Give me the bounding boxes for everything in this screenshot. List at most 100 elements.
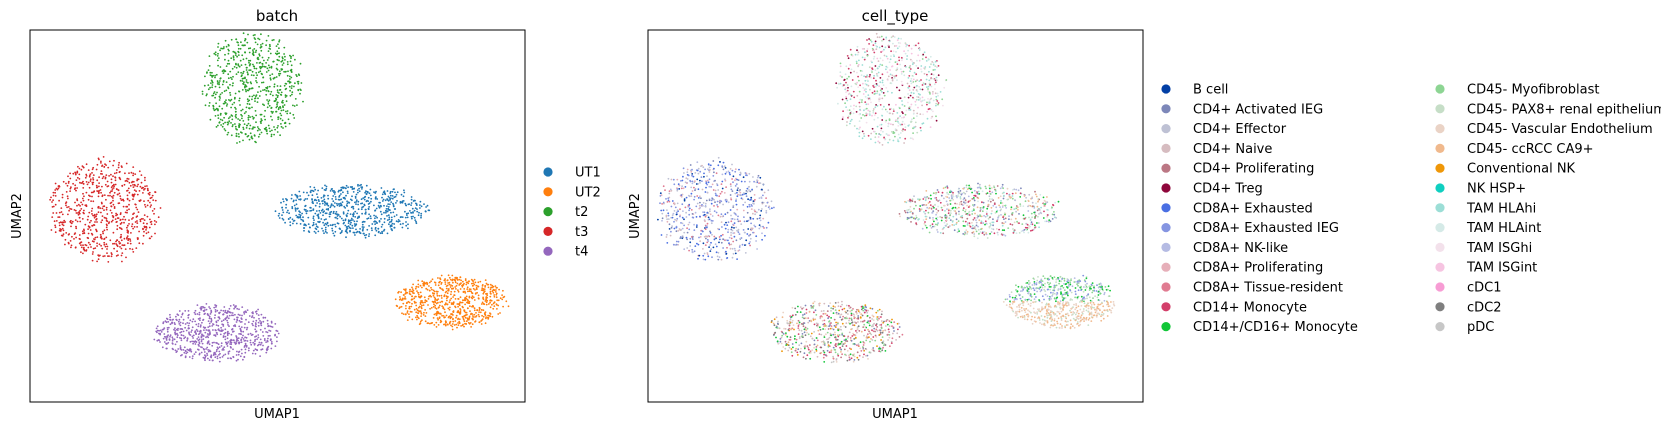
point xyxy=(83,232,86,235)
point xyxy=(415,308,418,310)
point xyxy=(303,223,306,226)
point xyxy=(357,200,360,203)
point xyxy=(88,221,91,224)
point xyxy=(898,56,900,59)
point xyxy=(410,212,413,214)
cluster-t3 xyxy=(49,156,162,263)
point xyxy=(462,290,465,293)
point xyxy=(709,208,711,211)
point xyxy=(332,232,335,235)
point xyxy=(207,320,210,322)
point xyxy=(709,210,711,213)
point xyxy=(408,305,411,308)
point xyxy=(719,201,721,204)
point xyxy=(219,66,222,68)
point xyxy=(237,54,240,56)
point xyxy=(258,62,261,64)
point xyxy=(891,112,894,115)
point xyxy=(881,59,884,62)
point xyxy=(186,339,189,342)
point xyxy=(885,36,888,39)
point xyxy=(955,213,958,216)
point xyxy=(106,220,109,223)
point xyxy=(334,202,336,204)
point xyxy=(486,316,489,319)
point xyxy=(454,281,457,284)
point xyxy=(932,69,935,71)
point xyxy=(210,74,213,77)
point xyxy=(388,223,390,226)
point xyxy=(213,317,216,319)
point xyxy=(667,197,670,200)
point xyxy=(481,314,483,317)
point xyxy=(895,103,897,106)
point xyxy=(222,349,225,351)
point xyxy=(901,120,904,123)
point xyxy=(364,211,367,214)
point xyxy=(241,115,244,117)
point xyxy=(81,197,84,200)
point xyxy=(903,74,906,77)
point xyxy=(117,189,120,191)
point xyxy=(873,51,876,54)
point xyxy=(936,100,939,102)
point xyxy=(487,283,490,286)
point xyxy=(260,324,263,327)
point xyxy=(446,299,448,302)
point xyxy=(67,197,69,200)
point xyxy=(732,175,735,178)
point xyxy=(381,223,384,226)
point xyxy=(153,220,156,222)
point xyxy=(294,98,297,100)
point xyxy=(842,116,844,118)
point xyxy=(61,193,64,196)
point xyxy=(199,324,202,327)
point xyxy=(291,207,294,210)
point xyxy=(419,301,422,304)
point xyxy=(847,86,849,89)
point xyxy=(759,216,762,219)
point xyxy=(410,202,413,204)
point xyxy=(689,245,692,247)
point xyxy=(74,209,77,212)
point xyxy=(856,49,858,52)
point xyxy=(259,343,262,346)
point xyxy=(101,202,103,205)
point xyxy=(97,195,100,198)
point xyxy=(894,135,896,138)
point xyxy=(270,106,273,109)
point xyxy=(755,181,758,184)
point xyxy=(485,301,488,304)
point xyxy=(252,65,255,68)
point xyxy=(180,349,183,351)
point xyxy=(844,87,847,90)
point xyxy=(875,83,878,85)
point xyxy=(423,203,425,206)
point xyxy=(305,212,308,215)
point xyxy=(289,60,292,63)
point xyxy=(694,211,697,214)
point xyxy=(255,325,257,328)
point xyxy=(735,239,738,242)
point xyxy=(169,335,171,338)
point xyxy=(906,44,908,46)
point xyxy=(128,191,131,194)
point xyxy=(188,331,190,334)
point xyxy=(391,197,394,200)
point xyxy=(447,307,450,310)
point xyxy=(484,284,487,287)
point xyxy=(78,178,81,180)
point xyxy=(747,228,750,230)
point xyxy=(755,185,758,188)
point xyxy=(242,330,245,333)
point xyxy=(915,73,918,76)
point xyxy=(217,324,220,327)
point xyxy=(732,204,735,207)
point xyxy=(333,234,336,237)
point xyxy=(278,92,280,94)
point xyxy=(237,47,240,50)
point xyxy=(707,168,709,171)
point xyxy=(860,74,863,76)
point xyxy=(687,204,690,207)
point xyxy=(234,115,237,117)
